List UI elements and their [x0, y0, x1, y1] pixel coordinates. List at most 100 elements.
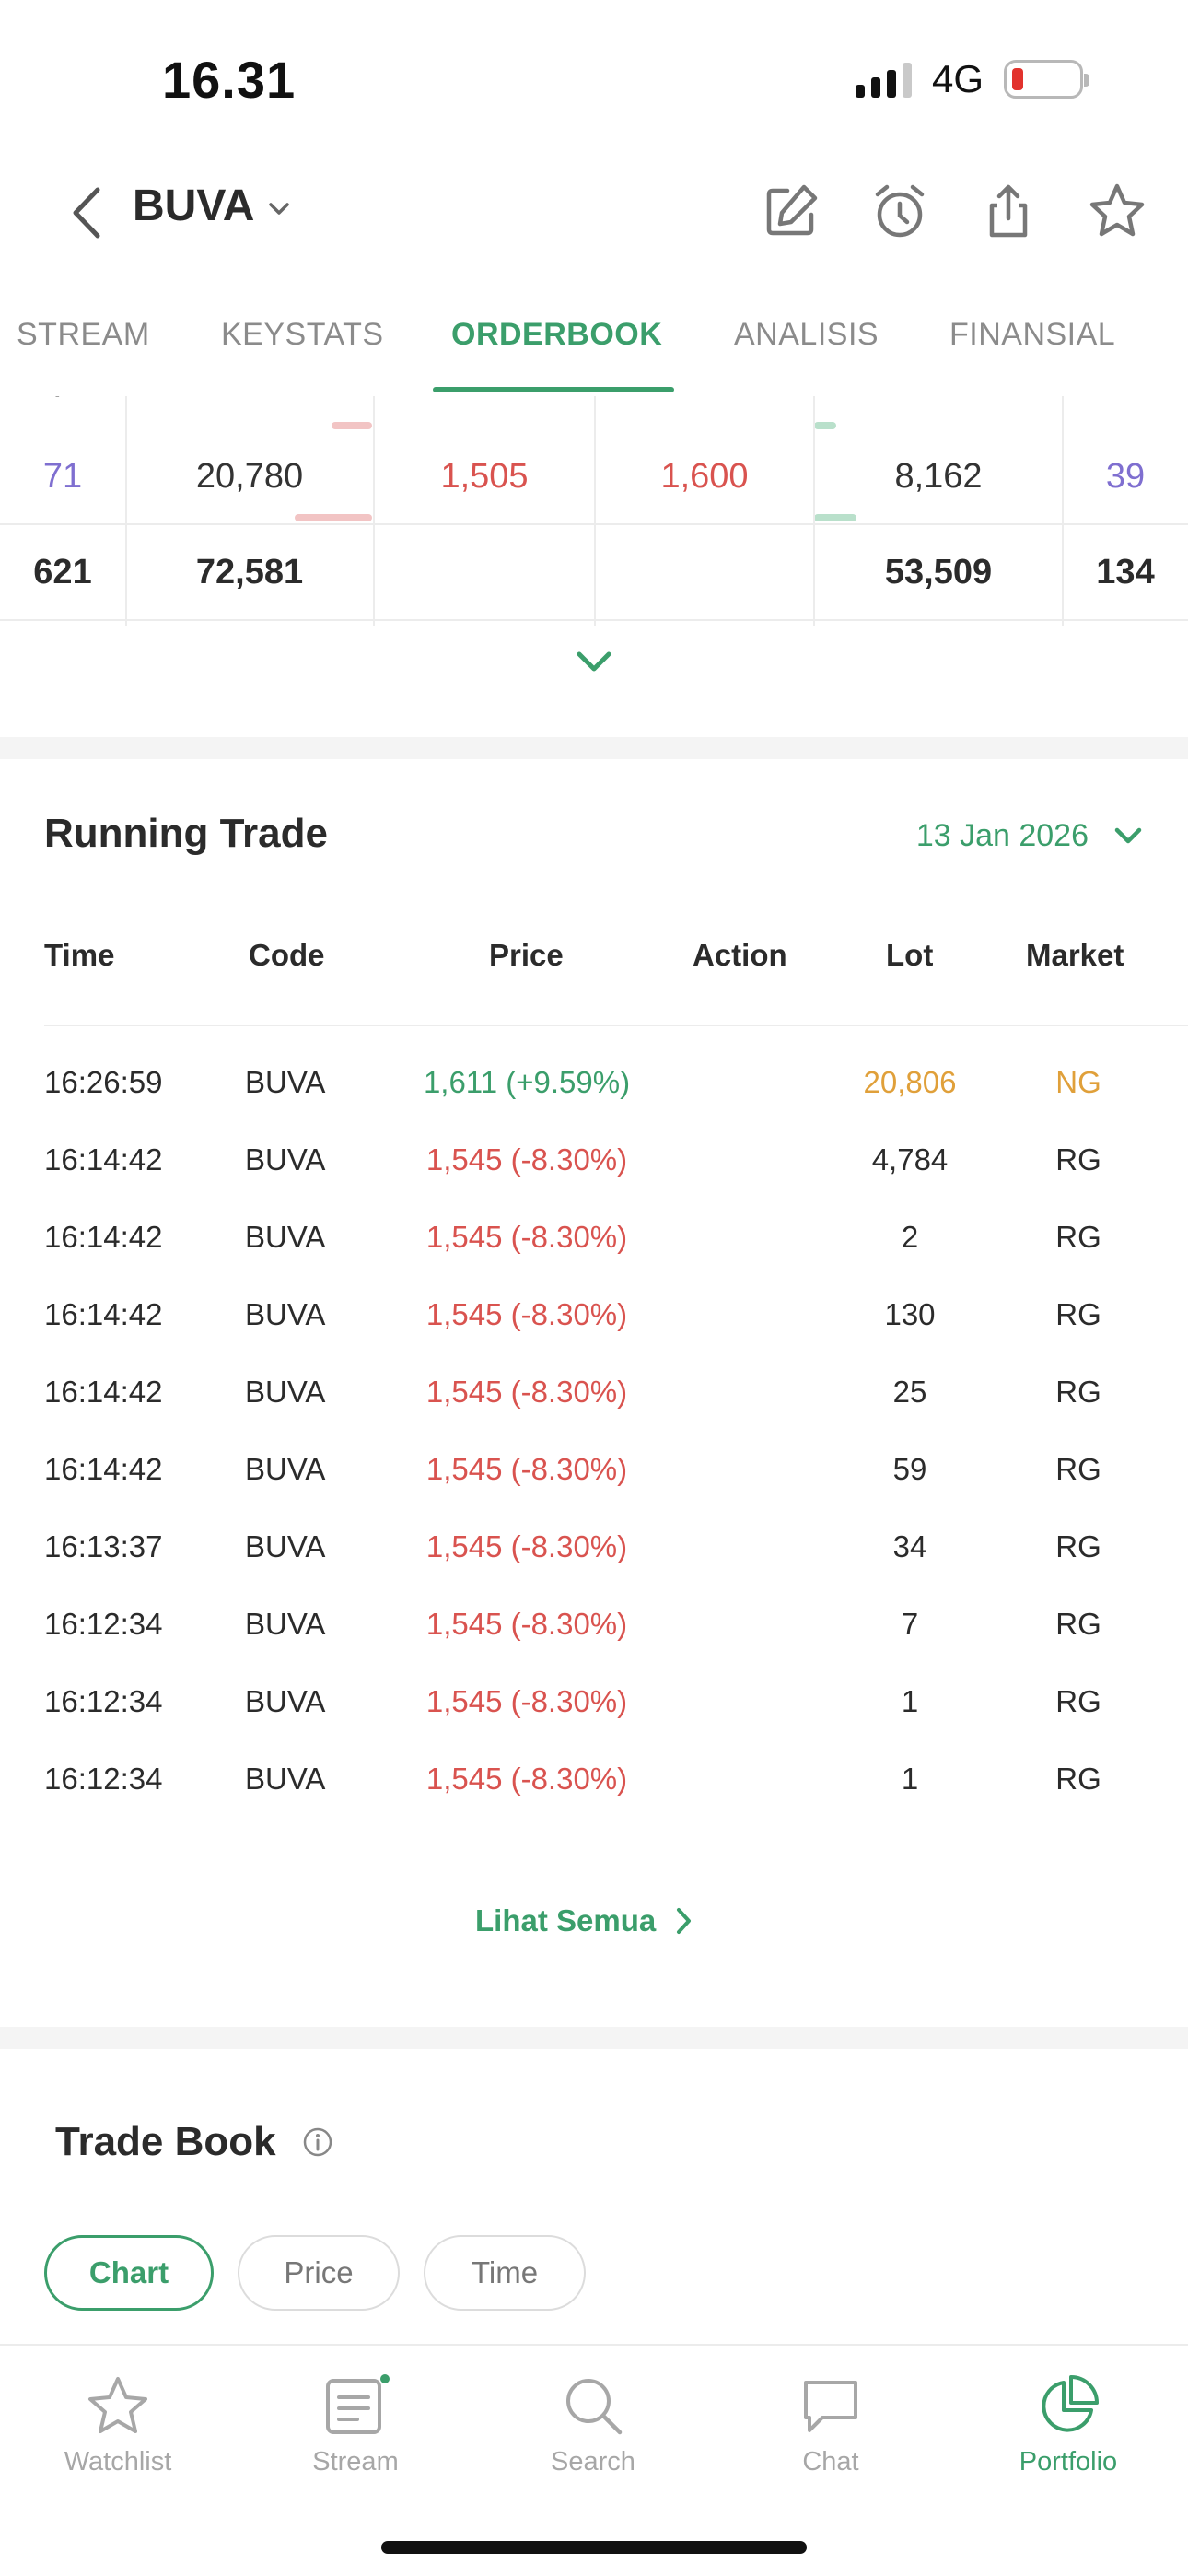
bid-freq: 71 [42, 456, 83, 496]
status-bar: 16.31 4G [0, 0, 1188, 157]
date-selector[interactable]: 13 Jan 2026 [916, 818, 1144, 854]
chip-chart[interactable]: Chart [44, 2235, 214, 2311]
stream-icon [326, 2374, 390, 2434]
col-lot: Lot [886, 938, 934, 972]
battery-icon [1004, 60, 1089, 99]
chat-icon [804, 2381, 857, 2432]
trade-market: RG [1055, 1452, 1101, 1486]
trade-code: BUVA [245, 1762, 326, 1796]
table-row[interactable]: 16:12:34 BUVA 1,545 (-8.30%) 7 RG [0, 1588, 1188, 1666]
trade-time: 16:13:37 [44, 1529, 163, 1563]
nav-label: Chat [802, 2447, 859, 2476]
trade-market: RG [1055, 1142, 1101, 1177]
trade-lot: 20,806 [863, 1065, 957, 1099]
nav-portfolio[interactable]: Portfolio [976, 2373, 1160, 2477]
trade-time: 16:14:42 [44, 1452, 163, 1486]
trade-market: RG [1055, 1762, 1101, 1796]
total-offer-freq: 134 [1096, 552, 1155, 591]
trade-market: RG [1055, 1297, 1101, 1331]
trade-time: 16:12:34 [44, 1684, 163, 1718]
offer-price: 1,600 [660, 456, 749, 496]
orderbook-table: · 71 20,780 1,505 1,600 8,162 39 621 72,… [0, 396, 1188, 626]
tab-stream[interactable]: STREAM [17, 317, 150, 352]
running-trade-header: Time Code Price Action Lot Market [0, 938, 1188, 993]
offer-depth-bar [814, 422, 836, 429]
trade-time: 16:14:42 [44, 1297, 163, 1331]
search-icon [566, 2379, 623, 2435]
chevron-down-icon [577, 651, 611, 672]
bottom-nav: Watchlist Stream Search Chat Portfolio [0, 2344, 1188, 2576]
trade-code: BUVA [245, 1297, 326, 1331]
trade-code: BUVA [245, 1452, 326, 1486]
trade-code: BUVA [245, 1220, 326, 1254]
table-row[interactable]: 16:12:34 BUVA 1,545 (-8.30%) 1 RG [0, 1666, 1188, 1743]
see-all-label: Lihat Semua [475, 1903, 657, 1938]
edit-icon [766, 184, 818, 236]
network-label: 4G [931, 57, 984, 100]
running-trade-title: Running Trade [44, 811, 328, 856]
back-button[interactable] [64, 181, 111, 245]
col-code: Code [249, 938, 325, 972]
nav-stream[interactable]: Stream [263, 2373, 448, 2477]
trade-price: 1,545 (-8.30%) [425, 1375, 628, 1409]
stock-header: BUVA [0, 157, 1188, 267]
trade-time: 16:12:34 [44, 1762, 163, 1796]
tab-orderbook[interactable]: ORDERBOOK [451, 317, 663, 352]
trade-price: 1,545 (-8.30%) [425, 1762, 628, 1796]
favorite-button[interactable] [1083, 177, 1151, 245]
trade-price: 1,545 (-8.30%) [425, 1684, 628, 1718]
bid-price: 1,505 [440, 456, 529, 496]
expand-orderbook-button[interactable] [572, 645, 616, 682]
total-bid-lot: 72,581 [195, 552, 304, 591]
table-row[interactable]: 16:14:42 BUVA 1,545 (-8.30%) 2 RG [0, 1201, 1188, 1279]
table-row[interactable]: 16:14:42 BUVA 1,545 (-8.30%) 25 RG [0, 1356, 1188, 1434]
table-row[interactable]: 16:26:59 BUVA 1,611 (+9.59%) 20,806 NG [0, 1047, 1188, 1124]
bid-depth-bar [332, 422, 372, 429]
trade-lot: 7 [901, 1607, 919, 1641]
tab-analisis[interactable]: ANALISIS [734, 317, 879, 352]
nav-chat[interactable]: Chat [739, 2373, 923, 2477]
bid-depth-bar [295, 514, 372, 521]
col-action: Action [693, 938, 787, 972]
trade-code: BUVA [245, 1529, 326, 1563]
trade-price: 1,545 (-8.30%) [425, 1607, 628, 1641]
see-all-link[interactable]: Lihat Semua [475, 1903, 694, 1938]
share-button[interactable] [974, 177, 1042, 245]
table-row[interactable]: 16:13:37 BUVA 1,545 (-8.30%) 34 RG [0, 1511, 1188, 1588]
table-row[interactable]: 16:14:42 BUVA 1,545 (-8.30%) 4,784 RG [0, 1124, 1188, 1201]
nav-label: Search [551, 2447, 635, 2476]
date-label: 13 Jan 2026 [915, 818, 1089, 853]
table-row[interactable]: 16:14:42 BUVA 1,545 (-8.30%) 59 RG [0, 1434, 1188, 1511]
chip-time[interactable]: Time [424, 2235, 586, 2311]
chip-price[interactable]: Price [238, 2235, 400, 2311]
tab-keystats[interactable]: KEYSTATS [221, 317, 384, 352]
info-icon[interactable] [302, 2126, 333, 2158]
header-divider [44, 1025, 1188, 1026]
trade-market: RG [1055, 1529, 1101, 1563]
trade-book-title: Trade Book [55, 2119, 333, 2165]
trade-lot: 34 [892, 1529, 927, 1563]
trade-market: RG [1055, 1684, 1101, 1718]
table-row[interactable]: 16:14:42 BUVA 1,545 (-8.30%) 130 RG [0, 1279, 1188, 1356]
trade-price: 1,545 (-8.30%) [425, 1220, 628, 1254]
status-time: 16.31 [162, 51, 297, 109]
star-icon [1089, 183, 1145, 237]
alarm-button[interactable] [866, 177, 934, 245]
tab-finansial[interactable]: FINANSIAL [949, 317, 1116, 352]
trade-lot: 2 [901, 1220, 919, 1254]
trade-lot: 25 [892, 1375, 927, 1409]
ticker-selector[interactable]: BUVA [133, 181, 291, 231]
table-row[interactable]: 16:12:34 BUVA 1,545 (-8.30%) 1 RG [0, 1743, 1188, 1821]
trade-time: 16:14:42 [44, 1220, 163, 1254]
chevron-right-icon [677, 1908, 692, 1934]
home-indicator[interactable] [381, 2541, 807, 2554]
status-indicators: 4G [855, 57, 1089, 101]
nav-search[interactable]: Search [501, 2373, 685, 2477]
trade-book-label: Trade Book [55, 2119, 276, 2164]
col-market: Market [1026, 938, 1124, 972]
trade-code: BUVA [245, 1065, 326, 1099]
trade-price: 1,545 (-8.30%) [425, 1529, 628, 1563]
nav-watchlist[interactable]: Watchlist [26, 2373, 210, 2477]
pie-chart-icon [1042, 2375, 1099, 2432]
edit-button[interactable] [757, 177, 825, 245]
